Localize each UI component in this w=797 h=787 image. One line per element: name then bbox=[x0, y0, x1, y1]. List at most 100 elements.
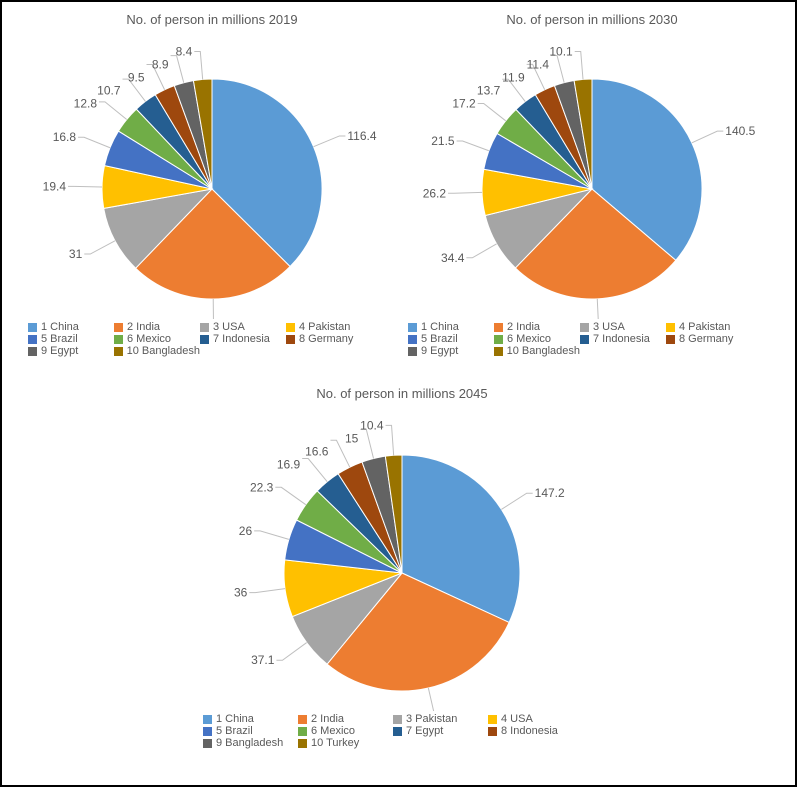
legend-label: 2 India bbox=[311, 713, 344, 725]
legend-swatch bbox=[494, 323, 503, 332]
legend-swatch bbox=[494, 347, 503, 356]
legend-label: 6 Mexico bbox=[311, 725, 355, 737]
leader-line bbox=[692, 131, 723, 143]
slice-label: 16.8 bbox=[53, 130, 77, 144]
legend-swatch bbox=[286, 335, 295, 344]
legend-item: 7 Egypt bbox=[393, 725, 488, 737]
leader-line bbox=[501, 493, 532, 509]
leader-line bbox=[478, 103, 506, 120]
legend-item: 1 China bbox=[28, 321, 114, 333]
legend-item: 3 USA bbox=[580, 321, 666, 333]
slice-label: 10.4 bbox=[360, 418, 384, 432]
slice-label: 16.6 bbox=[305, 444, 329, 458]
slice-label: 10.1 bbox=[549, 44, 573, 58]
leader-line bbox=[466, 244, 496, 258]
legend-item: 8 Germany bbox=[666, 333, 752, 345]
legend-item: 5 Brazil bbox=[203, 725, 298, 737]
legend-swatch bbox=[488, 715, 497, 724]
legend-label: 8 Germany bbox=[679, 333, 733, 345]
legend-item: 3 Pakistan bbox=[393, 713, 488, 725]
legend-swatch bbox=[298, 739, 307, 748]
legend-label: 5 Brazil bbox=[421, 333, 458, 345]
slice-label: 12.8 bbox=[74, 96, 98, 110]
slice-label: 116.4 bbox=[347, 129, 376, 143]
leader-line bbox=[386, 425, 394, 455]
legend-swatch bbox=[203, 727, 212, 736]
leader-line bbox=[457, 141, 489, 151]
legend-swatch bbox=[580, 323, 589, 332]
legend-label: 9 Bangladesh bbox=[216, 737, 283, 749]
legend-label: 10 Bangladesh bbox=[507, 345, 580, 357]
slice-label: 37.1 bbox=[251, 653, 275, 667]
slice-label: 140.5 bbox=[725, 124, 755, 138]
slice-label: 8.4 bbox=[176, 44, 193, 58]
legend-label: 3 Pakistan bbox=[406, 713, 457, 725]
legend-swatch bbox=[200, 323, 209, 332]
legend-item: 10 Turkey bbox=[298, 737, 393, 749]
slice-label: 16.9 bbox=[277, 457, 301, 471]
slice-label: 10.7 bbox=[97, 83, 121, 97]
legend-label: 2 India bbox=[127, 321, 160, 333]
leader-line bbox=[275, 487, 305, 504]
legend-item: 9 Egypt bbox=[408, 345, 494, 357]
legend-item: 1 China bbox=[203, 713, 298, 725]
legend-swatch bbox=[203, 739, 212, 748]
legend-swatch bbox=[580, 335, 589, 344]
slice-label: 26.2 bbox=[423, 186, 447, 200]
legend: 1 China2 India3 Pakistan4 USA5 Brazil6 M… bbox=[197, 711, 619, 751]
leader-line bbox=[314, 136, 346, 147]
leader-line bbox=[213, 299, 219, 319]
legend-item: 2 India bbox=[114, 321, 200, 333]
legend-label: 7 Egypt bbox=[406, 725, 443, 737]
legend-swatch bbox=[203, 715, 212, 724]
legend-label: 9 Egypt bbox=[421, 345, 458, 357]
slice-label: 34.4 bbox=[441, 251, 465, 265]
legend-swatch bbox=[286, 323, 295, 332]
chart-title: No. of person in millions 2019 bbox=[22, 12, 402, 27]
legend-label: 2 India bbox=[507, 321, 540, 333]
slice-label: 134.2 bbox=[443, 710, 473, 711]
legend-item: 4 Pakistan bbox=[286, 321, 372, 333]
pie-chart: 116.4773119.416.812.810.79.58.98.4 bbox=[22, 29, 402, 319]
legend-item: 6 Mexico bbox=[298, 725, 393, 737]
leader-line bbox=[448, 192, 482, 193]
legend-swatch bbox=[393, 715, 402, 724]
chart-2045: No. of person in millions 2045147.2134.2… bbox=[197, 382, 607, 751]
legend-label: 6 Mexico bbox=[507, 333, 551, 345]
legend-item: 9 Bangladesh bbox=[203, 737, 298, 749]
legend-label: 10 Bangladesh bbox=[127, 345, 200, 357]
legend-label: 7 Indonesia bbox=[593, 333, 650, 345]
legend-label: 10 Turkey bbox=[311, 737, 359, 749]
slice-label: 21.5 bbox=[431, 134, 455, 148]
chart-title: No. of person in millions 2030 bbox=[402, 12, 782, 27]
legend-item: 5 Brazil bbox=[408, 333, 494, 345]
legend-item: 8 Germany bbox=[286, 333, 372, 345]
pie-chart: 140.510134.426.221.517.213.711.911.410.1 bbox=[402, 29, 782, 319]
legend: 1 China2 India3 USA4 Pakistan5 Brazil6 M… bbox=[22, 319, 414, 359]
chart-title: No. of person in millions 2045 bbox=[197, 386, 607, 401]
legend-item: 1 China bbox=[408, 321, 494, 333]
legend-item: 2 India bbox=[298, 713, 393, 725]
legend-swatch bbox=[28, 335, 37, 344]
leader-line bbox=[551, 55, 564, 82]
chart-2019: No. of person in millions 2019116.477311… bbox=[22, 8, 402, 359]
legend-swatch bbox=[494, 335, 503, 344]
legend-item: 5 Brazil bbox=[28, 333, 114, 345]
legend-swatch bbox=[393, 727, 402, 736]
leader-line bbox=[276, 643, 306, 661]
legend-swatch bbox=[666, 323, 675, 332]
pie-chart: 147.2134.237.1362622.316.916.61510.4 bbox=[197, 403, 607, 711]
legend-swatch bbox=[298, 727, 307, 736]
legend-swatch bbox=[28, 347, 37, 356]
legend-label: 5 Brazil bbox=[216, 725, 253, 737]
slice-label: 11.4 bbox=[527, 57, 550, 71]
legend-label: 3 USA bbox=[593, 321, 625, 333]
legend-label: 1 China bbox=[421, 321, 459, 333]
leader-line bbox=[78, 137, 110, 148]
legend-label: 4 Pakistan bbox=[679, 321, 730, 333]
slice-label: 22.3 bbox=[250, 480, 274, 494]
legend-label: 3 USA bbox=[213, 321, 245, 333]
legend-swatch bbox=[114, 323, 123, 332]
legend-swatch bbox=[408, 347, 417, 356]
legend-item: 10 Bangladesh bbox=[114, 345, 200, 357]
